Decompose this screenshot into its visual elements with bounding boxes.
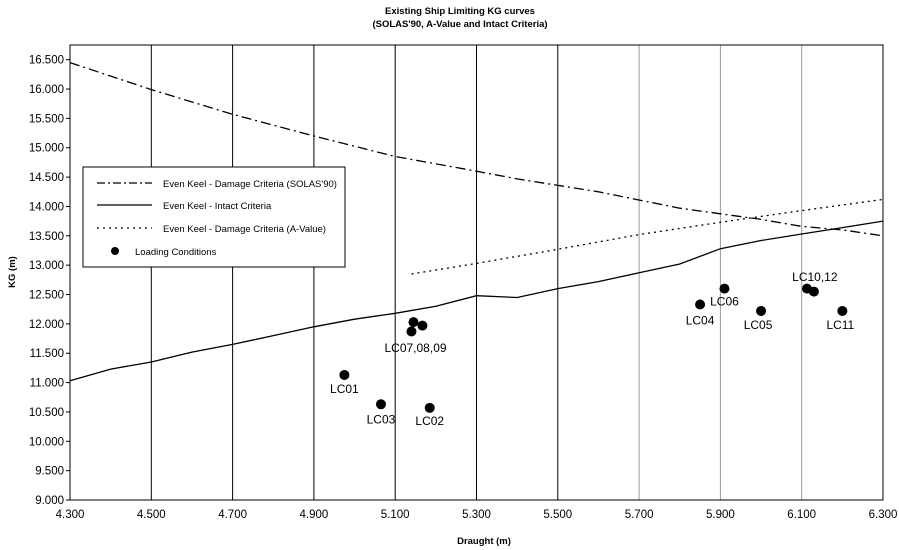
y-tick-label: 13.000 (29, 260, 64, 272)
y-tick-label: 9.500 (35, 466, 64, 478)
point-label: LC05 (744, 318, 773, 332)
x-tick-label: 4.500 (137, 509, 166, 521)
y-tick-label: 12.000 (29, 319, 64, 331)
a-value-damage-line (411, 198, 884, 275)
x-tick-label: 5.900 (706, 509, 735, 521)
y-tick-label: 16.000 (29, 84, 64, 96)
y-tick-label: 14.000 (29, 201, 64, 213)
x-tick-label: 5.100 (381, 509, 410, 521)
legend-label-solas: Even Keel - Damage Criteria (SOLAS'90) (163, 179, 337, 190)
y-tick-label: 13.500 (29, 231, 64, 243)
y-tick-label: 16.500 (29, 55, 64, 67)
point-label: LC06 (710, 295, 739, 309)
legend-box (82, 166, 346, 268)
x-axis-label: Draught (m) (457, 536, 511, 547)
x-tick-label: 5.300 (462, 509, 491, 521)
y-tick-label: 14.500 (29, 172, 64, 184)
loading-condition-point (339, 369, 350, 380)
loading-condition-point (837, 305, 848, 316)
plot-frame (69, 44, 884, 501)
loading-condition-point (719, 283, 730, 294)
y-tick-labels: 9.000 9.500 10.000 10.500 11.000 11.500 12.000… (29, 55, 70, 507)
point-annotations: LC01 LC03 LC02 LC07,08,09 LC04 LC06 LC05 LC10,1… (330, 270, 855, 428)
x-tick-label: 4.300 (56, 509, 85, 521)
y-tick-label: 10.000 (29, 436, 64, 448)
loading-condition-point (417, 320, 428, 331)
point-label: LC01 (330, 382, 359, 396)
x-tick-label: 5.700 (625, 509, 654, 521)
point-label: LC10,12 (792, 270, 838, 284)
loading-condition-point (695, 299, 706, 310)
gridlines (150, 45, 803, 500)
loading-condition-point (808, 286, 819, 297)
chart-title: Existing Ship Limiting KG curves (385, 6, 535, 17)
intact-criteria-line (69, 220, 884, 382)
point-label: LC04 (686, 313, 715, 327)
y-tick-label: 11.000 (30, 378, 64, 390)
loading-condition-point (756, 305, 767, 316)
x-tick-labels: 4.300 4.500 4.700 4.900 5.100 5.300 5.500 5.700… (56, 509, 898, 521)
x-tick-label: 4.700 (218, 509, 247, 521)
legend-label-loading: Loading Conditions (135, 247, 217, 258)
solas-damage-line (69, 61, 884, 237)
y-axis-label: KG (m) (7, 256, 18, 288)
y-tick-label: 9.000 (35, 495, 64, 507)
point-label: LC03 (367, 412, 396, 426)
legend-label-avalue: Even Keel - Damage Criteria (A-Value) (163, 224, 326, 235)
point-label: LC11 (826, 318, 854, 332)
loading-condition-point (406, 326, 417, 337)
loading-condition-point (424, 402, 435, 413)
loading-condition-points (339, 283, 848, 413)
y-tick-label: 12.500 (29, 290, 64, 302)
y-tick-label: 10.500 (29, 407, 64, 419)
legend: Even Keel - Damage Criteria (SOLAS'90) E… (82, 166, 346, 268)
x-tick-label: 4.900 (300, 509, 329, 521)
loading-condition-point (408, 317, 419, 328)
x-tick-label: 6.300 (869, 509, 898, 521)
x-tick-label: 5.500 (543, 509, 572, 521)
point-label: LC07,08,09 (384, 341, 446, 355)
x-tick-label: 6.100 (787, 509, 816, 521)
y-tick-label: 15.000 (29, 143, 64, 155)
y-tick-label: 11.500 (30, 348, 64, 360)
legend-swatch-loading (111, 247, 119, 255)
point-label: LC02 (415, 414, 444, 428)
series-lines (69, 61, 884, 382)
y-tick-label: 15.500 (29, 113, 64, 125)
loading-condition-point (375, 399, 386, 410)
legend-label-intact: Even Keel - Intact Criteria (163, 201, 272, 212)
chart-subtitle: (SOLAS'90, A-Value and Intact Criteria) (372, 19, 547, 30)
